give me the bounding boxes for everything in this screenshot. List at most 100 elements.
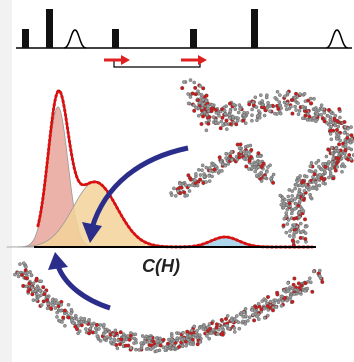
atom <box>293 231 296 234</box>
atom <box>291 112 295 116</box>
atom <box>46 307 49 310</box>
atom <box>257 166 260 169</box>
atom <box>301 184 304 187</box>
atom <box>224 112 227 115</box>
atom <box>312 97 315 100</box>
atom <box>159 344 163 348</box>
atom <box>323 120 327 124</box>
atom <box>234 108 237 111</box>
atom <box>145 335 148 338</box>
atom <box>245 152 248 155</box>
atom <box>346 140 349 143</box>
atom <box>249 155 253 159</box>
atom <box>208 180 211 183</box>
atom <box>70 308 73 311</box>
atom <box>290 198 293 201</box>
atom <box>252 101 255 104</box>
atom <box>287 218 290 221</box>
atom <box>268 110 271 113</box>
atom <box>275 306 278 309</box>
atom <box>326 148 330 152</box>
atom <box>180 86 184 90</box>
atom <box>344 143 347 146</box>
atom <box>26 271 29 274</box>
atom <box>308 277 311 280</box>
atom <box>291 194 294 197</box>
atom <box>281 299 284 302</box>
atom <box>16 271 19 274</box>
atom <box>276 90 279 93</box>
atom <box>192 109 196 113</box>
atom <box>315 161 318 164</box>
atom <box>229 154 233 158</box>
atom <box>343 152 346 155</box>
atom <box>97 327 100 330</box>
atom <box>201 103 204 106</box>
atom <box>245 165 249 169</box>
atom <box>149 348 152 351</box>
atom <box>55 315 58 318</box>
atom <box>177 345 181 349</box>
atom <box>193 86 197 90</box>
atom <box>207 122 211 126</box>
atom <box>198 178 202 182</box>
atom <box>208 119 211 122</box>
atom <box>275 98 278 101</box>
atom <box>247 103 251 107</box>
atom <box>45 298 49 302</box>
atom <box>336 160 340 164</box>
atom <box>274 299 277 302</box>
atom <box>264 299 267 302</box>
atom <box>291 239 295 243</box>
atom <box>210 332 213 335</box>
atom <box>205 99 208 102</box>
atom <box>337 133 340 136</box>
atom <box>212 329 215 332</box>
atom <box>329 121 332 124</box>
atom <box>189 95 192 98</box>
atom <box>129 334 133 338</box>
atom <box>278 94 281 97</box>
atom <box>205 166 208 169</box>
atom <box>238 147 241 150</box>
pulse <box>46 9 53 48</box>
atom <box>43 292 47 296</box>
atom <box>262 106 266 110</box>
atom <box>259 155 262 158</box>
atom <box>205 180 208 183</box>
atom <box>102 332 105 335</box>
atom <box>249 144 252 147</box>
atom <box>313 172 317 176</box>
atom <box>337 149 340 152</box>
atom <box>218 169 221 172</box>
atom <box>343 131 346 134</box>
atom <box>117 339 120 342</box>
atom <box>208 174 211 177</box>
atom <box>298 178 301 181</box>
atom <box>205 113 208 116</box>
atom <box>229 110 232 113</box>
atom <box>155 349 158 352</box>
atom <box>314 108 317 111</box>
atom <box>201 164 204 167</box>
atom <box>255 162 258 165</box>
atom <box>334 114 337 117</box>
atom <box>309 165 312 168</box>
atom <box>114 329 117 332</box>
atom <box>257 302 260 305</box>
atom <box>237 156 241 160</box>
atom <box>300 230 303 233</box>
atom <box>338 116 341 119</box>
atom <box>318 173 321 176</box>
pulse <box>190 29 197 48</box>
atom <box>186 194 189 197</box>
atom <box>286 91 289 94</box>
atom <box>297 204 301 208</box>
atom <box>221 326 224 329</box>
atom <box>176 337 179 340</box>
atom <box>234 123 238 127</box>
atom <box>224 317 228 321</box>
atom <box>215 323 219 327</box>
atom <box>17 275 20 278</box>
atom <box>49 306 53 310</box>
